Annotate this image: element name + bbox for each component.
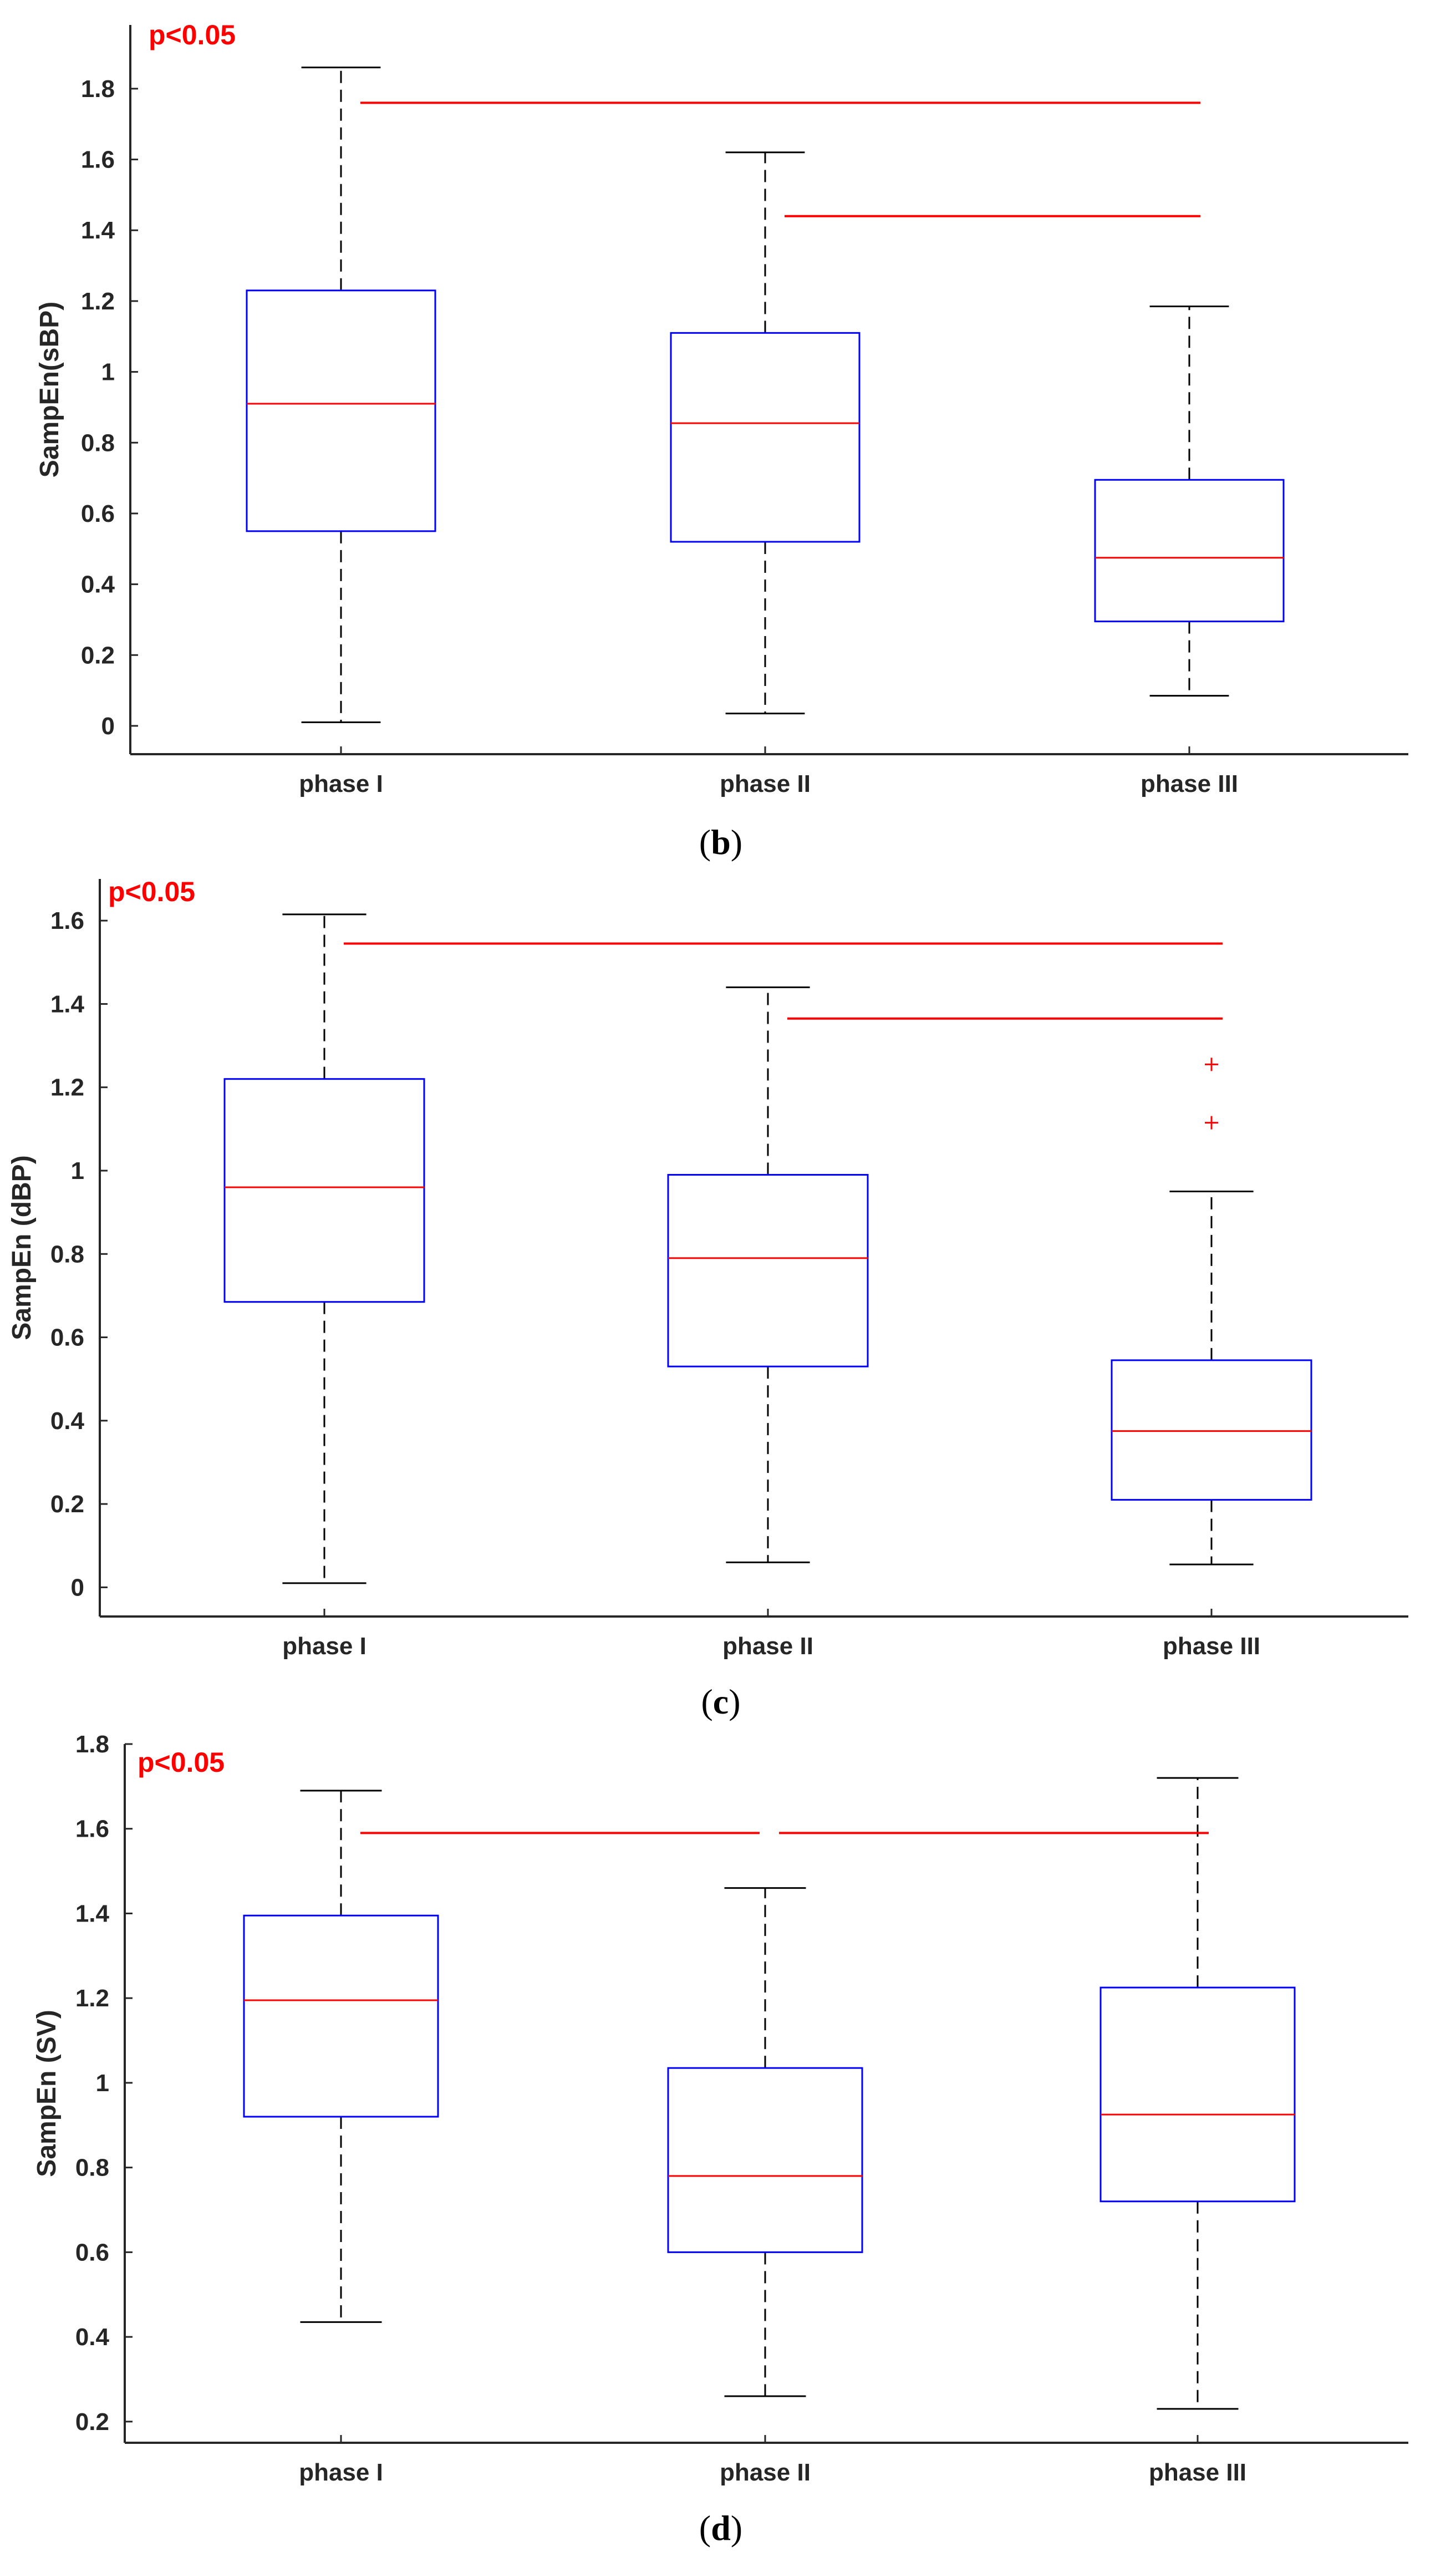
outlier-marker (1205, 1058, 1218, 1071)
y-tick-label: 1.4 (81, 217, 115, 244)
significance-annotation: p<0.05 (108, 876, 195, 907)
y-tick-label: 1.2 (75, 1985, 109, 2012)
y-tick-label: 0.2 (75, 2408, 109, 2436)
boxplot-phase-iii (1099, 1777, 1296, 2410)
boxplot-phase-i (246, 67, 436, 724)
significance-annotation: p<0.05 (138, 1747, 225, 1778)
y-axis-label: SampEn (SV) (32, 2010, 62, 2177)
x-tick-label: phase II (722, 1633, 813, 1660)
panel-caption: (b) (699, 822, 742, 862)
iqr-box (1094, 479, 1285, 623)
panel-caption: (c) (701, 1682, 740, 1721)
boxplot-phase-iii (1094, 305, 1285, 697)
y-tick-label: 0.8 (75, 2154, 109, 2182)
y-axis-label: SampEn(sBP) (35, 302, 64, 477)
iqr-box (246, 289, 436, 532)
x-tick-label: phase III (1149, 2459, 1246, 2486)
y-tick-label: 1 (96, 2070, 109, 2097)
x-tick-label: phase I (282, 1633, 366, 1660)
boxplot-phase-ii (667, 1887, 863, 2397)
y-tick-label: 0.8 (50, 1241, 84, 1268)
y-tick-label: 0.4 (75, 2324, 110, 2351)
panel-caption: (d) (699, 2508, 742, 2548)
iqr-box (1099, 1986, 1296, 2203)
x-tick-label: phase III (1163, 1633, 1260, 1660)
boxplot-phase-ii (670, 151, 861, 715)
x-tick-label: phase I (299, 2459, 383, 2486)
iqr-box (243, 1914, 439, 2118)
x-tick-label: phase I (299, 770, 383, 797)
y-tick-label: 1.6 (75, 1816, 109, 1843)
significance-annotation: p<0.05 (149, 19, 236, 50)
boxplot-phase-i (223, 913, 425, 1584)
iqr-box (223, 1078, 425, 1303)
y-tick-label: 1.6 (50, 907, 84, 934)
y-tick-label: 1.8 (75, 1731, 109, 1758)
chart-panel-c: 0 0.2 0.4 0.6 0.8 1 1.2 1.4 1.6 phase I phase II ph… (7, 876, 1408, 1721)
boxplot-phase-ii (667, 986, 869, 1563)
y-tick-label: 0.2 (50, 1491, 84, 1518)
boxplot-phase-iii (1111, 1058, 1312, 1565)
y-tick-label: 1.2 (81, 288, 115, 315)
x-tick-label: phase III (1141, 770, 1238, 797)
y-tick-label: 0.6 (75, 2239, 109, 2266)
y-tick-label: 1.2 (50, 1074, 84, 1101)
y-tick-label: 1.8 (81, 75, 115, 103)
boxplot-phase-i (243, 1790, 439, 2323)
y-tick-label: 0.8 (81, 429, 115, 456)
y-tick-label: 1.4 (50, 990, 85, 1018)
outlier-marker (1205, 1116, 1218, 1130)
iqr-box (667, 2067, 863, 2253)
iqr-box (1111, 1359, 1312, 1501)
x-tick-label: phase II (720, 770, 811, 797)
y-tick-label: 1 (71, 1157, 84, 1185)
iqr-box (667, 1174, 869, 1368)
y-tick-label: 1.6 (81, 146, 115, 174)
x-tick-label: phase II (720, 2459, 811, 2486)
y-tick-label: 0.4 (81, 571, 115, 598)
y-tick-label: 0.6 (81, 500, 115, 527)
iqr-box (670, 332, 861, 543)
chart-panel-b: 0 0.2 0.4 0.6 0.8 1 1.2 1.4 1.6 1.8 phase I phase I… (35, 19, 1408, 862)
y-tick-label: 0.2 (81, 642, 115, 669)
y-axis-label: SampEn (dBP) (7, 1155, 37, 1340)
y-tick-label: 0.6 (50, 1324, 84, 1351)
y-tick-label: 1 (101, 359, 115, 386)
y-tick-label: 0.4 (50, 1407, 85, 1435)
chart-panel-d: 0.2 0.4 0.6 0.8 1 1.2 1.4 1.6 1.8 phase I phase II… (32, 1731, 1408, 2548)
y-tick-label: 0 (71, 1574, 84, 1601)
y-tick-label: 0 (101, 713, 115, 740)
y-tick-label: 1.4 (75, 1900, 110, 1927)
